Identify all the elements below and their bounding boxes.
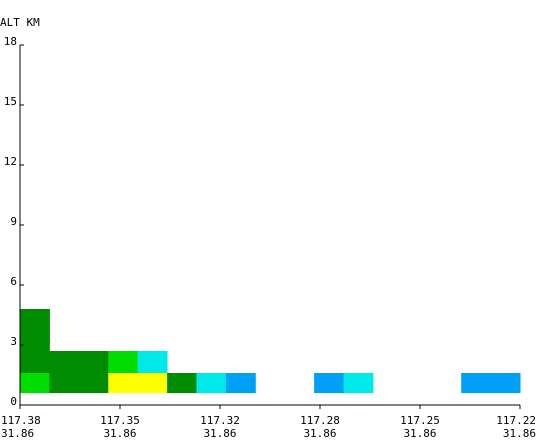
y-tick-label-2: 6 (10, 275, 17, 288)
reflectivity-cell-17 (20, 309, 50, 351)
reflectivity-cell-11 (490, 373, 521, 393)
reflectivity-cell-6 (196, 373, 227, 393)
x-tick-lon-label-4: 117.25 (400, 414, 440, 427)
reflectivity-cell-10 (461, 373, 492, 393)
x-tick-lon-label-3: 117.28 (300, 414, 340, 427)
x-tick-lat-label-4: 31.86 (403, 427, 436, 440)
reflectivity-cell-15 (108, 351, 139, 373)
x-tick-lon-label-0: 117.38 (1, 414, 41, 427)
reflectivity-cell-2 (78, 373, 109, 393)
y-tick-label-5: 15 (4, 95, 17, 108)
x-tick-lat-label-5: 31.86 (503, 427, 536, 440)
y-tick-label-1: 3 (10, 335, 17, 348)
reflectivity-cell-4 (137, 373, 168, 393)
axes-layer: 0369121518117.3831.86117.3531.86117.3231… (1, 35, 536, 440)
reflectivity-cell-16 (137, 351, 168, 373)
y-tick-label-0: 0 (10, 395, 17, 408)
y-tick-label-4: 12 (4, 155, 17, 168)
x-tick-lat-label-2: 31.86 (203, 427, 236, 440)
y-axis-title: ALT KM (0, 16, 40, 29)
reflectivity-cell-7 (225, 373, 256, 393)
reflectivity-cell-1 (49, 373, 80, 393)
x-tick-lat-label-1: 31.86 (103, 427, 136, 440)
reflectivity-cell-0 (20, 373, 50, 393)
x-tick-lon-label-1: 117.35 (100, 414, 140, 427)
x-tick-lat-label-3: 31.86 (303, 427, 336, 440)
y-tick-label-6: 18 (4, 35, 17, 48)
reflectivity-cell-3 (108, 373, 139, 393)
x-tick-lon-label-5: 117.22 (496, 414, 536, 427)
reflectivity-cell-5 (167, 373, 197, 393)
y-tick-label-3: 9 (10, 215, 17, 228)
reflectivity-cell-13 (49, 351, 80, 373)
reflectivity-cell-9 (343, 373, 374, 393)
reflectivity-cell-14 (78, 351, 109, 373)
reflectivity-cell-8 (314, 373, 345, 393)
x-tick-lat-label-0: 31.86 (1, 427, 34, 440)
cells-layer (20, 309, 521, 393)
reflectivity-cell-12 (20, 351, 50, 373)
x-tick-lon-label-2: 117.32 (200, 414, 240, 427)
